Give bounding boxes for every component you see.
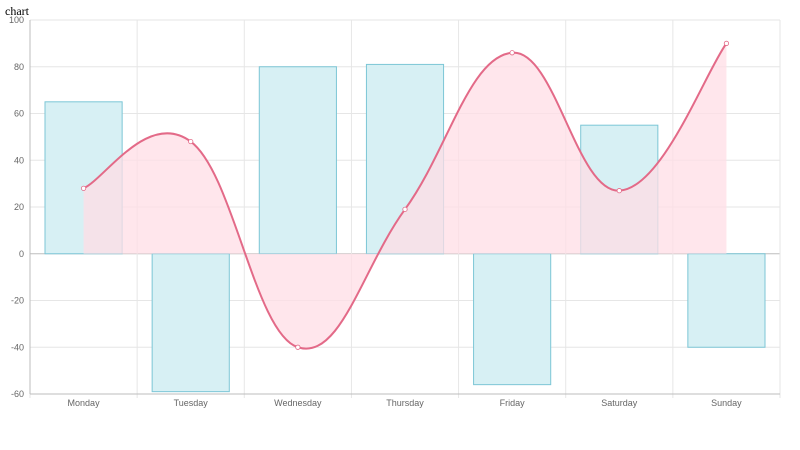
area-point-sunday xyxy=(723,40,730,46)
area-point-wednesday xyxy=(295,344,301,350)
bar-sunday xyxy=(687,253,766,348)
y-tick-label: 100 xyxy=(9,15,24,25)
y-tick-label: -20 xyxy=(11,296,24,306)
y-tick-label: -60 xyxy=(11,389,24,399)
bar-tuesday xyxy=(151,253,230,393)
area-point-thursday xyxy=(402,206,408,212)
bar-friday xyxy=(473,253,552,386)
y-tick-label: 20 xyxy=(14,202,24,212)
area-point-monday xyxy=(80,185,87,191)
y-tick-label: -40 xyxy=(11,342,24,352)
y-tick-label: 0 xyxy=(19,249,24,259)
x-tick-label: Thursday xyxy=(386,398,424,408)
y-tick-label: 60 xyxy=(14,109,24,119)
x-tick-label: Friday xyxy=(500,398,526,408)
axes xyxy=(29,20,780,395)
y-tick-label: 80 xyxy=(14,62,24,72)
area-fill xyxy=(83,43,727,349)
x-tick-label: Sunday xyxy=(711,398,742,408)
x-tick-label: Tuesday xyxy=(174,398,209,408)
y-tick-label: 40 xyxy=(14,155,24,165)
area-point-saturday xyxy=(616,188,622,194)
tick-labels: -60 -40 -20 0 20 40 60 80 100 Monday Tuesday Wednes… xyxy=(9,15,742,408)
bar-wednesday xyxy=(258,66,337,255)
x-tick-label: Wednesday xyxy=(274,398,322,408)
x-tick-label: Monday xyxy=(68,398,101,408)
area-series xyxy=(80,40,730,350)
area-point-friday xyxy=(509,50,515,56)
x-tick-label: Saturday xyxy=(601,398,638,408)
area-point-tuesday xyxy=(188,138,194,145)
page-title: chart xyxy=(5,4,29,18)
